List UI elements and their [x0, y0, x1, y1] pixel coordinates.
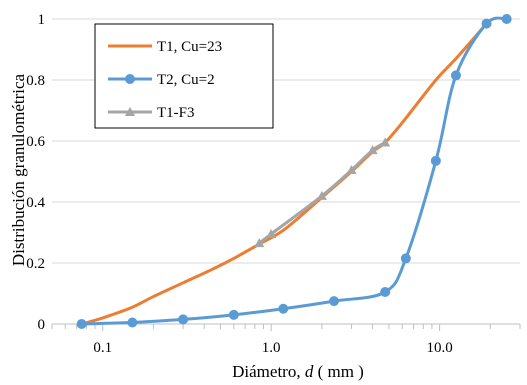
- data-point: [76, 319, 87, 329]
- series-line: [80, 22, 489, 326]
- series-2: [76, 14, 512, 329]
- legend-item: T1, Cu=23: [108, 39, 222, 55]
- legend-item: T1-F3: [108, 105, 195, 121]
- legend-label: T1, Cu=23: [157, 39, 222, 55]
- data-point: [266, 229, 277, 239]
- data-point: [228, 309, 239, 320]
- x-axis-title: Diámetro, d ( mm ): [232, 362, 364, 381]
- legend-label: T2, Cu=2: [157, 72, 215, 88]
- data-point: [450, 70, 461, 81]
- x-tick-label: 0.1: [93, 340, 112, 356]
- x-tick-label: 1.0: [262, 340, 281, 356]
- legend: T1, Cu=23 T2, Cu=2 T1-F3: [94, 23, 274, 129]
- plot-series: [76, 14, 512, 329]
- data-point: [501, 14, 512, 24]
- data-point: [367, 145, 378, 155]
- data-point: [430, 155, 441, 166]
- data-point: [316, 190, 327, 200]
- data-point: [127, 317, 138, 328]
- data-point: [254, 238, 265, 248]
- data-point: [380, 137, 391, 147]
- y-tick-label: 0.8: [26, 73, 45, 89]
- y-tick-label: 0.6: [26, 134, 45, 150]
- y-axis-title: Distribución granulométrica: [9, 73, 28, 266]
- y-tick-label: 1: [38, 12, 46, 28]
- legend-marker: [125, 74, 135, 84]
- data-point: [346, 164, 357, 174]
- y-tick-label: 0.4: [26, 195, 45, 211]
- data-point: [328, 296, 339, 307]
- data-point: [178, 314, 189, 325]
- data-point: [400, 253, 411, 264]
- data-point: [481, 18, 492, 29]
- series-3: [254, 137, 391, 248]
- y-tick-label: 0.2: [26, 256, 45, 272]
- x-tick-label: 10.0: [427, 340, 453, 356]
- series-1: [80, 22, 489, 326]
- legend-item: T2, Cu=2: [108, 72, 215, 88]
- data-point: [278, 303, 289, 314]
- legend-label: T1-F3: [157, 105, 195, 121]
- y-tick-label: 0: [38, 317, 46, 333]
- legend-marker: [125, 107, 135, 116]
- data-point: [380, 286, 391, 297]
